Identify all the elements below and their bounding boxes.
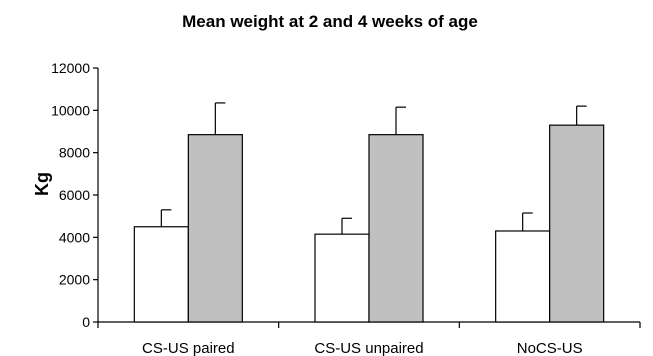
y-tick-label: 2000 <box>59 272 90 288</box>
plot-area: 0 2000 4000 6000 8000 10000 12000 CS-US paired C… <box>51 60 641 356</box>
bar-4-weeks <box>187 134 243 323</box>
y-tick-label: 4000 <box>59 229 90 245</box>
bar-2-weeks <box>133 226 189 323</box>
y-tick-label: 6000 <box>59 187 90 203</box>
y-tick-label: 10000 <box>51 102 90 118</box>
chart-title: Mean weight at 2 and 4 weeks of age <box>182 12 478 31</box>
bar-4-weeks <box>368 134 424 323</box>
x-category-label: CS-US paired <box>142 340 235 356</box>
bar-2-weeks <box>314 233 370 323</box>
x-category-label: NoCS-US <box>517 340 583 356</box>
x-category-label: CS-US unpaired <box>314 340 423 356</box>
y-tick-label: 0 <box>82 314 90 330</box>
y-tick-label: 12000 <box>51 60 90 76</box>
y-tick-label: 8000 <box>59 145 90 161</box>
y-axis-label: Kg <box>32 172 52 196</box>
bar-2-weeks <box>495 230 551 323</box>
bar-4-weeks <box>549 124 605 323</box>
